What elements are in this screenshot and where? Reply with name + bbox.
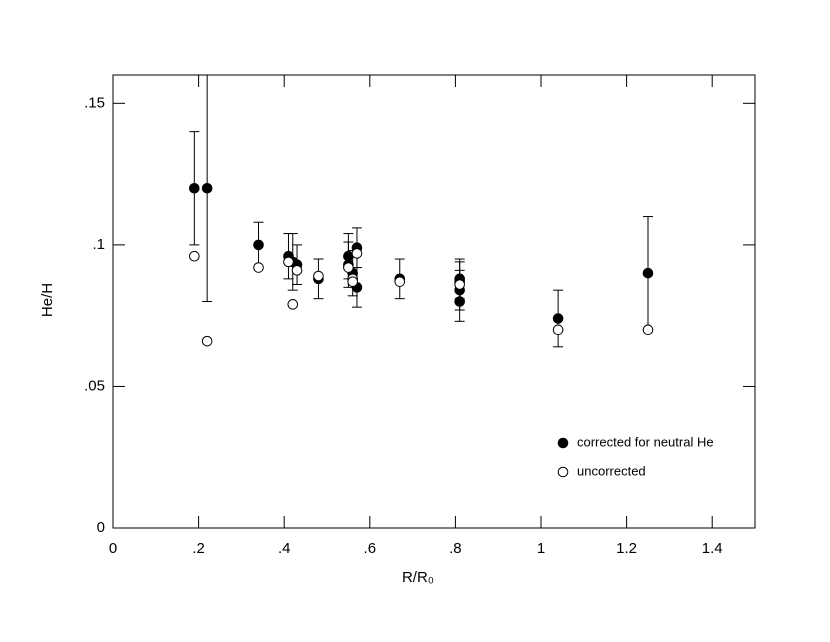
x-tick-label: 1.2 [616,540,637,557]
point [454,296,465,307]
x-tick-label: .6 [364,540,377,557]
legend-marker [557,437,569,449]
y-tick-label: .15 [84,94,105,111]
point [351,248,363,259]
point [201,335,213,347]
y-tick-label: .1 [92,236,105,253]
point [552,313,564,324]
legend-label: corrected for neutral He [577,434,714,449]
x-tick-label: 1.4 [702,540,723,557]
point [394,276,406,287]
x-tick-label: 1 [537,540,545,557]
point [313,270,324,282]
x-tick-label: .2 [192,540,205,557]
y-tick-label: 0 [97,519,105,536]
x-tick-label: .4 [278,540,291,557]
point [283,256,294,268]
point [201,182,213,194]
point [253,262,264,273]
x-tick-label: 0 [109,540,117,557]
point [642,267,654,279]
plot-frame [112,74,756,529]
point [287,299,299,310]
point [253,239,264,251]
y-axis-label: He/H [39,283,56,317]
legend-marker [557,466,569,478]
point [642,324,654,336]
point [291,265,303,276]
point [189,250,200,262]
point [343,262,354,273]
x-axis-label: R/R₀ [402,569,434,586]
point [552,324,564,336]
x-tick-label: .8 [449,540,462,557]
y-tick-label: .05 [84,377,105,394]
legend-label: uncorrected [577,463,646,478]
point [347,276,358,287]
point [454,279,465,290]
point [189,182,200,194]
